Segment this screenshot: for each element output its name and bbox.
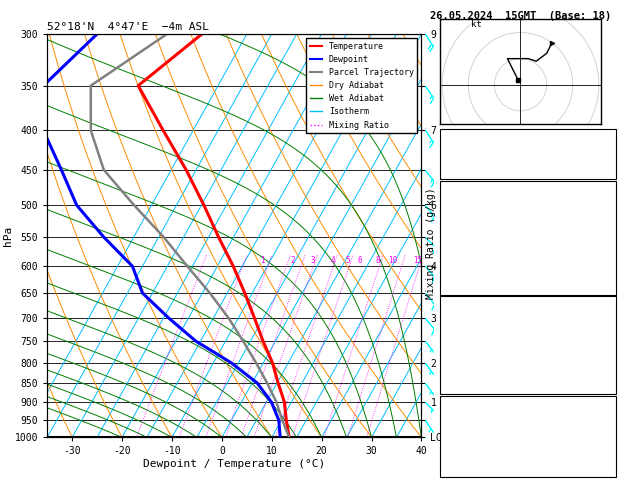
Y-axis label: hPa: hPa [3,226,13,246]
Text: © weatheronline.co.uk: © weatheronline.co.uk [472,471,585,480]
Text: StmDir: StmDir [445,446,483,456]
Text: 45: 45 [601,414,613,424]
Text: 16: 16 [601,462,613,472]
Text: 900: 900 [594,315,613,325]
Text: 6: 6 [358,256,362,265]
Text: 3: 3 [311,256,315,265]
Text: θₑ (K): θₑ (K) [445,331,483,341]
Text: 15: 15 [413,256,422,265]
Text: SREH: SREH [445,430,470,440]
Text: CIN (J): CIN (J) [445,379,489,389]
Text: 0: 0 [607,264,613,274]
Text: 13.5: 13.5 [588,200,613,210]
Text: Hodograph: Hodograph [500,398,557,408]
Text: Totals Totals: Totals Totals [445,147,526,157]
Text: 10: 10 [388,256,398,265]
Text: 3: 3 [607,248,613,258]
Text: 8: 8 [376,256,380,265]
Text: Most Unstable: Most Unstable [487,299,569,309]
Text: Lifted Index: Lifted Index [445,248,520,258]
Y-axis label: km
ASL: km ASL [456,225,474,246]
Text: Lifted Index: Lifted Index [445,347,520,357]
Text: 5: 5 [345,256,350,265]
Text: 0: 0 [607,363,613,373]
Text: PW (cm): PW (cm) [445,163,489,174]
Text: K: K [445,131,452,141]
Text: Surface: Surface [506,184,550,194]
Text: θₑ(K): θₑ(K) [445,232,477,242]
Text: CAPE (J): CAPE (J) [445,363,495,373]
Text: 52°18'N  4°47'E  −4m ASL: 52°18'N 4°47'E −4m ASL [47,22,209,32]
Text: 309: 309 [594,331,613,341]
X-axis label: Dewpoint / Temperature (°C): Dewpoint / Temperature (°C) [143,459,325,469]
Legend: Temperature, Dewpoint, Parcel Trajectory, Dry Adiabat, Wet Adiabat, Isotherm, Mi: Temperature, Dewpoint, Parcel Trajectory… [306,38,417,133]
Text: Pressure (mb): Pressure (mb) [445,315,526,325]
Text: 1.93: 1.93 [588,163,613,174]
Text: Temp (°C): Temp (°C) [445,200,501,210]
Text: 4: 4 [330,256,335,265]
Text: CIN (J): CIN (J) [445,280,489,290]
Text: 1: 1 [260,256,265,265]
Text: 208°: 208° [588,446,613,456]
Text: Mixing Ratio (g/kg): Mixing Ratio (g/kg) [426,187,436,299]
Text: 0: 0 [607,379,613,389]
Text: 11.7: 11.7 [588,216,613,226]
Text: 3: 3 [607,347,613,357]
Text: StmSpd (kt): StmSpd (kt) [445,462,514,472]
Text: 309: 309 [594,232,613,242]
Text: 2: 2 [291,256,295,265]
Text: 21: 21 [601,131,613,141]
Text: 57: 57 [601,430,613,440]
Text: kt: kt [471,20,482,29]
Text: EH: EH [445,414,458,424]
Text: 48: 48 [601,147,613,157]
Text: 0: 0 [607,280,613,290]
Text: Dewp (°C): Dewp (°C) [445,216,501,226]
Text: 26.05.2024  15GMT  (Base: 18): 26.05.2024 15GMT (Base: 18) [430,11,611,21]
Text: CAPE (J): CAPE (J) [445,264,495,274]
